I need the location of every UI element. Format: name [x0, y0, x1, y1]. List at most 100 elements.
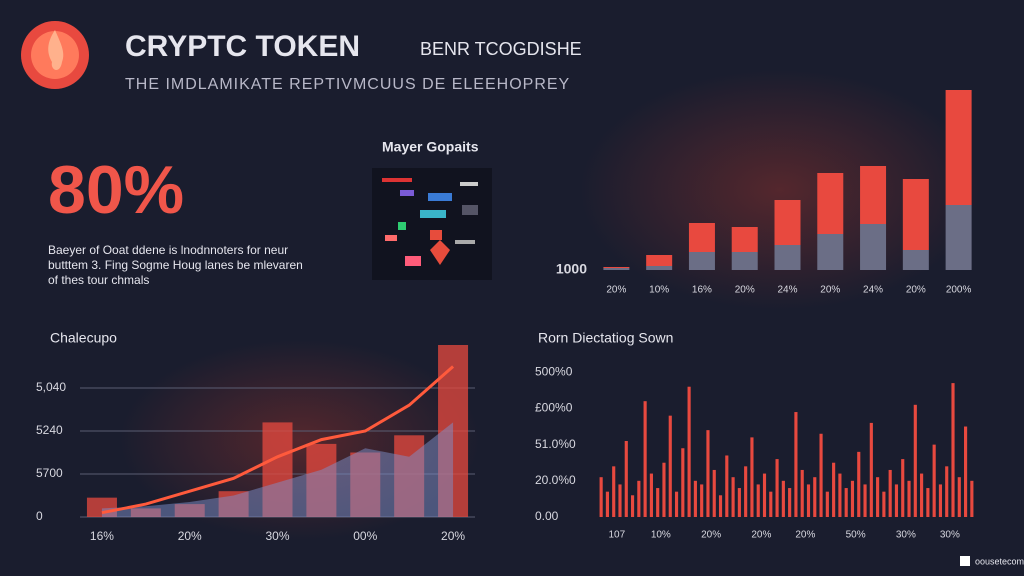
- x-tick-label: 107: [609, 530, 626, 541]
- x-tick-label: 20%: [178, 529, 202, 543]
- chart-title: Rorn Diectatiog Sown: [538, 330, 673, 346]
- bar: [819, 433, 823, 517]
- logo: [21, 21, 89, 89]
- bar: [712, 469, 716, 517]
- bar: [850, 480, 855, 517]
- bar: [630, 495, 635, 517]
- bar: [907, 480, 911, 517]
- bar: [825, 491, 829, 517]
- y-tick-label: 5700: [36, 466, 63, 480]
- y-tick-label: 5,040: [36, 380, 66, 394]
- y-tick-label: 20.0%0: [535, 473, 576, 487]
- bar: [687, 386, 691, 517]
- stat-value: 80%: [48, 152, 184, 228]
- footer-icon: [960, 556, 970, 566]
- bar: [769, 491, 773, 517]
- area: [101, 422, 454, 517]
- bar: [920, 473, 924, 517]
- x-tick-label: 20%: [441, 529, 465, 543]
- bar: [800, 469, 804, 517]
- bar: [876, 477, 880, 517]
- bar: [656, 488, 660, 517]
- x-tick-label: 30%: [265, 529, 289, 543]
- bar: [813, 477, 817, 517]
- bar: [882, 491, 886, 517]
- x-tick-label: 20%: [906, 285, 926, 296]
- y-tick-label: 51.0%0: [535, 437, 576, 451]
- bar: [913, 404, 917, 517]
- bar-segment: [646, 255, 673, 266]
- x-tick-label: 10%: [649, 285, 669, 296]
- title: CRYPTC TOKEN: [125, 30, 360, 63]
- bar: [932, 444, 936, 517]
- bar-segment: [945, 205, 972, 270]
- chart-title: Chalecupo: [50, 330, 117, 346]
- title-suffix: BENR TCOGDISHE: [420, 39, 582, 59]
- panel: [372, 168, 492, 280]
- bar: [668, 415, 672, 517]
- x-tick-label: 50%: [846, 530, 866, 541]
- x-tick-label: 16%: [692, 285, 712, 296]
- bar: [857, 451, 861, 517]
- stat-line: Baeyer of Ooat ddene is lnodnnoters for …: [48, 243, 288, 257]
- x-tick-label: 20%: [606, 285, 626, 296]
- bar-segment: [817, 234, 844, 270]
- bar: [926, 488, 930, 517]
- x-tick-label: 20%: [701, 530, 721, 541]
- bar: [612, 466, 616, 517]
- bar: [618, 484, 622, 517]
- bar: [744, 466, 748, 517]
- bar: [838, 473, 842, 517]
- y-tick-label: £00%0: [535, 401, 573, 415]
- x-tick-label: 24%: [777, 285, 797, 296]
- x-tick-label: 00%: [353, 529, 377, 543]
- bar-segment: [860, 166, 887, 224]
- bar: [970, 480, 974, 517]
- bar: [674, 491, 679, 517]
- bar-segment: [646, 266, 673, 270]
- y-tick-label: 0.00: [535, 509, 559, 523]
- bar: [794, 412, 798, 517]
- bar: [649, 473, 653, 517]
- bar: [750, 437, 754, 517]
- y-tick-label: 500%0: [535, 364, 573, 378]
- x-tick-label: 16%: [90, 529, 114, 543]
- x-tick-label: 24%: [863, 285, 883, 296]
- bar-segment: [731, 227, 758, 252]
- bar: [762, 473, 767, 517]
- y-tick-label: 5240: [36, 423, 63, 437]
- bar: [869, 422, 873, 517]
- bar: [718, 495, 723, 517]
- x-tick-label: 10%: [651, 530, 671, 541]
- bar: [938, 484, 943, 517]
- bar-segment: [902, 250, 929, 270]
- bar-segment: [688, 252, 715, 270]
- bar-segment: [603, 268, 630, 270]
- bar: [964, 426, 968, 517]
- bar: [737, 488, 741, 517]
- bar-segment: [860, 224, 887, 270]
- bar: [706, 430, 710, 517]
- bar-segment: [774, 200, 801, 245]
- bar: [888, 469, 892, 517]
- bar: [756, 484, 760, 517]
- bar: [662, 462, 666, 517]
- bar: [605, 491, 609, 517]
- bar-segment: [902, 179, 929, 250]
- bar: [863, 484, 867, 517]
- line: [101, 365, 455, 515]
- subtitle: THE IMDLAMIKATE REPTIVMCUUS DE ELEEHOPRE…: [125, 76, 570, 93]
- bar: [681, 448, 685, 517]
- bar: [624, 441, 628, 517]
- bar-segment: [731, 252, 758, 270]
- bar: [731, 477, 735, 517]
- x-tick-label: 20%: [735, 285, 755, 296]
- x-tick-label: 20%: [795, 530, 815, 541]
- bar-segment: [774, 245, 801, 270]
- bar: [945, 466, 949, 517]
- bar: [700, 484, 704, 517]
- y-tick-label: 1000: [556, 261, 587, 277]
- bar-segment: [945, 90, 972, 205]
- bar: [643, 401, 647, 517]
- bar: [599, 477, 603, 517]
